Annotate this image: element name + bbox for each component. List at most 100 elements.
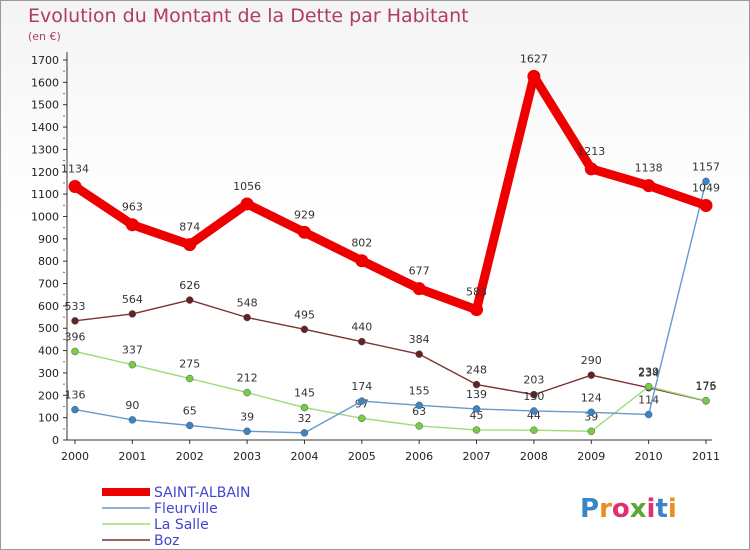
data-label: 564 — [122, 293, 143, 306]
data-point — [644, 382, 653, 391]
data-label: 802 — [351, 237, 372, 250]
y-tick-label: 400 — [38, 345, 59, 358]
data-point — [702, 177, 710, 186]
data-label: 124 — [581, 391, 602, 404]
y-tick-label: 1000 — [31, 210, 59, 223]
data-label: 63 — [412, 405, 426, 418]
y-tick-label: 800 — [38, 255, 59, 268]
data-point — [530, 426, 538, 434]
series-line — [74, 180, 707, 434]
data-label: 176 — [696, 380, 717, 393]
chart-title: Evolution du Montant de la Dette par Hab… — [28, 5, 469, 27]
data-point — [358, 337, 366, 346]
data-point — [300, 429, 309, 437]
y-tick-label: 1300 — [31, 143, 59, 156]
y-tick-label: 1500 — [31, 99, 59, 112]
legend-label: Boz — [154, 533, 180, 549]
data-label: 677 — [409, 265, 430, 278]
x-tick-label: 2001 — [118, 450, 146, 463]
data-label: 1134 — [61, 163, 89, 176]
data-label: 533 — [65, 300, 86, 313]
series-line — [70, 71, 711, 315]
data-point — [412, 282, 426, 296]
data-label: 114 — [638, 394, 659, 407]
brand-logo: Proxiti — [580, 494, 677, 524]
y-tick-label: 700 — [38, 278, 59, 291]
data-label: 155 — [409, 384, 430, 397]
y-tick-label: 1700 — [31, 54, 59, 67]
y-tick-label: 100 — [38, 412, 59, 425]
data-label: 175 — [696, 380, 717, 393]
chart-subtitle: (en €) — [28, 30, 61, 43]
y-tick-label: 1400 — [31, 121, 59, 134]
brand-letter: o — [612, 494, 630, 524]
data-label: 248 — [466, 364, 487, 377]
data-label: 396 — [65, 330, 86, 343]
data-label: 495 — [294, 308, 315, 321]
data-label: 583 — [466, 286, 487, 299]
data-point — [297, 225, 311, 239]
series-line — [74, 299, 707, 402]
data-point — [470, 303, 484, 317]
brand-letter: r — [599, 494, 612, 524]
data-point — [185, 296, 194, 304]
data-point — [472, 405, 481, 413]
data-point — [125, 218, 139, 232]
data-point — [68, 180, 82, 194]
data-point — [185, 374, 194, 383]
legend-label: Fleurville — [154, 501, 218, 517]
data-label: 1138 — [635, 162, 663, 175]
legend-label: La Salle — [154, 517, 209, 533]
y-tick-label: 600 — [38, 300, 59, 313]
series-line — [74, 350, 707, 432]
data-label: 626 — [179, 279, 200, 292]
series-layer: 5335646265484954403842482032902341753963… — [61, 52, 720, 437]
data-point — [702, 396, 710, 405]
data-point — [358, 414, 366, 423]
data-point — [415, 422, 423, 430]
data-label: 130 — [523, 390, 544, 403]
y-tick-label: 300 — [38, 367, 59, 380]
brand-text: Proxiti — [580, 494, 677, 524]
x-tick-label: 2000 — [61, 450, 89, 463]
data-point — [243, 313, 251, 322]
data-point — [699, 199, 713, 213]
data-label: 1627 — [520, 52, 548, 65]
data-label: 275 — [179, 358, 200, 371]
data-label: 239 — [638, 366, 659, 379]
data-point — [128, 310, 137, 318]
data-label: 136 — [65, 389, 86, 402]
data-point — [415, 350, 423, 358]
data-point — [183, 238, 197, 252]
data-point — [472, 380, 481, 389]
x-tick-label: 2002 — [176, 450, 204, 463]
data-label: 139 — [466, 388, 487, 401]
data-point — [128, 360, 137, 369]
data-point — [587, 371, 596, 379]
brand-letter: i — [647, 494, 656, 524]
x-tick-label: 2011 — [692, 450, 720, 463]
brand-letter: x — [630, 494, 647, 524]
data-point — [185, 421, 194, 430]
y-tick-label: 1100 — [31, 188, 59, 201]
y-tick-label: 1600 — [31, 76, 59, 89]
data-label: 548 — [237, 297, 258, 310]
data-point — [71, 347, 79, 356]
data-label: 65 — [183, 404, 197, 417]
x-tick-label: 2006 — [405, 450, 433, 463]
data-point — [587, 427, 596, 436]
data-point — [243, 388, 251, 397]
data-label: 384 — [409, 333, 430, 346]
data-point — [71, 317, 79, 325]
data-point — [355, 254, 369, 268]
data-label: 44 — [527, 409, 541, 422]
data-point — [71, 405, 79, 414]
data-label: 1157 — [692, 160, 720, 173]
data-label: 234 — [638, 367, 659, 380]
data-label: 145 — [294, 387, 315, 400]
axes: 0 100 200 300 400 500 600 700 800 900 1000 1100 1200… — [31, 52, 720, 463]
data-label: 32 — [297, 412, 311, 425]
